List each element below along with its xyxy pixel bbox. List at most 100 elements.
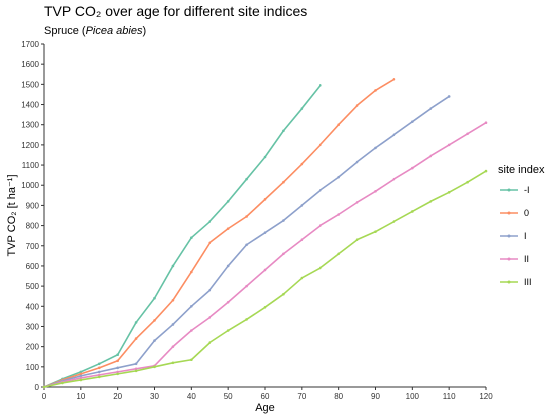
y-tick-label: 1200 [21,141,39,150]
series-point-5 [355,238,359,242]
series-point-3 [79,374,83,378]
series-point-5 [226,329,230,332]
x-tick-label: 120 [479,392,493,401]
x-tick-label: 90 [371,392,380,401]
series-point-5 [171,361,175,365]
series-point-1 [318,84,322,87]
series-point-2 [226,227,230,230]
subtitle-end: ) [142,25,146,37]
series-point-2 [374,89,377,92]
series-point-4 [208,316,212,319]
legend-key-point-5 [507,280,511,284]
series-point-5 [318,266,322,270]
series-point-1 [134,321,138,324]
legend-label-1: -I [524,185,530,195]
series-point-5 [282,292,285,296]
legend-label-2: 0 [524,208,529,218]
series-point-4 [263,268,267,272]
series-point-4 [447,143,451,147]
series-point-4 [337,213,340,216]
x-tick-label: 60 [261,392,270,401]
series-point-4 [97,373,101,377]
series-point-1 [282,129,285,133]
series-point-1 [226,200,230,203]
series-point-4 [190,329,193,332]
series-point-1 [263,155,267,159]
x-tick-label: 70 [297,392,306,401]
x-axis-title: Age [255,402,275,414]
subtitle-italic: Picea abies [86,25,143,37]
series-point-3 [392,133,396,137]
series-point-3 [97,370,101,374]
series-point-1 [245,177,248,181]
y-tick-label: 500 [26,282,40,291]
legend-label-5: III [524,277,532,287]
series-point-4 [282,252,285,256]
y-axis-title: TVP CO₂ [t ha⁻¹] [6,174,18,256]
series-point-2 [134,337,138,340]
series-point-4 [318,224,322,227]
chart-subtitle: Spruce (Picea abies) [44,25,146,37]
x-tick-label: 110 [443,392,456,401]
series-point-5 [411,210,414,213]
series-point-4 [411,166,414,170]
y-tick-label: 600 [26,262,40,271]
series-point-3 [208,288,212,292]
series-point-3 [190,304,193,308]
y-tick-label: 300 [26,322,40,331]
series-line-2 [43,78,395,388]
series-point-4 [484,121,488,124]
x-tick-label: 100 [406,392,420,401]
series-point-3 [355,160,359,164]
series-point-1 [116,353,119,357]
y-tick-label: 1700 [21,40,39,49]
series-point-4 [116,370,119,374]
legend-key-point-3 [507,234,511,238]
series-point-5 [190,358,193,362]
series-point-4 [245,284,248,288]
series-point-3 [226,264,230,268]
x-tick-label: 30 [150,392,159,401]
series-point-5 [374,230,377,233]
series-point-3 [318,188,322,192]
x-tick-label: 40 [187,392,196,401]
series-point-4 [300,238,304,242]
series-point-4 [466,132,469,136]
series-line-1 [43,84,321,388]
series-line-5 [43,170,487,388]
series-line-3 [43,95,450,388]
series-point-1 [190,236,193,239]
legend-label-3: I [524,231,527,241]
series-point-2 [97,366,101,370]
series-point-3 [116,366,119,370]
y-tick-label: 1500 [21,80,39,89]
series-point-3 [134,362,138,366]
series-point-3 [374,146,377,150]
series-point-1 [300,107,304,110]
series-point-1 [153,296,156,300]
series-point-5 [300,276,304,280]
series-point-5 [79,378,83,382]
series-point-2 [116,359,119,363]
y-tick-label: 1100 [22,161,40,170]
series-point-4 [134,367,138,371]
series-point-5 [116,372,119,376]
series-point-5 [97,375,101,379]
series-point-3 [411,120,414,123]
series-point-2 [355,104,359,107]
chart-title: TVP CO₂ over age for different site indi… [44,3,307,19]
series-point-4 [171,345,175,348]
x-tick-label: 0 [42,392,47,401]
series-point-5 [42,385,46,389]
series-point-2 [263,198,267,201]
series-point-2 [392,78,396,81]
series-point-3 [245,243,248,247]
series-point-2 [337,123,340,127]
y-tick-label: 1600 [21,60,39,69]
legend-title: site index [498,164,545,176]
series-point-5 [134,369,138,373]
series-point-1 [79,370,83,374]
series-point-2 [300,162,304,166]
series-point-3 [447,95,451,98]
